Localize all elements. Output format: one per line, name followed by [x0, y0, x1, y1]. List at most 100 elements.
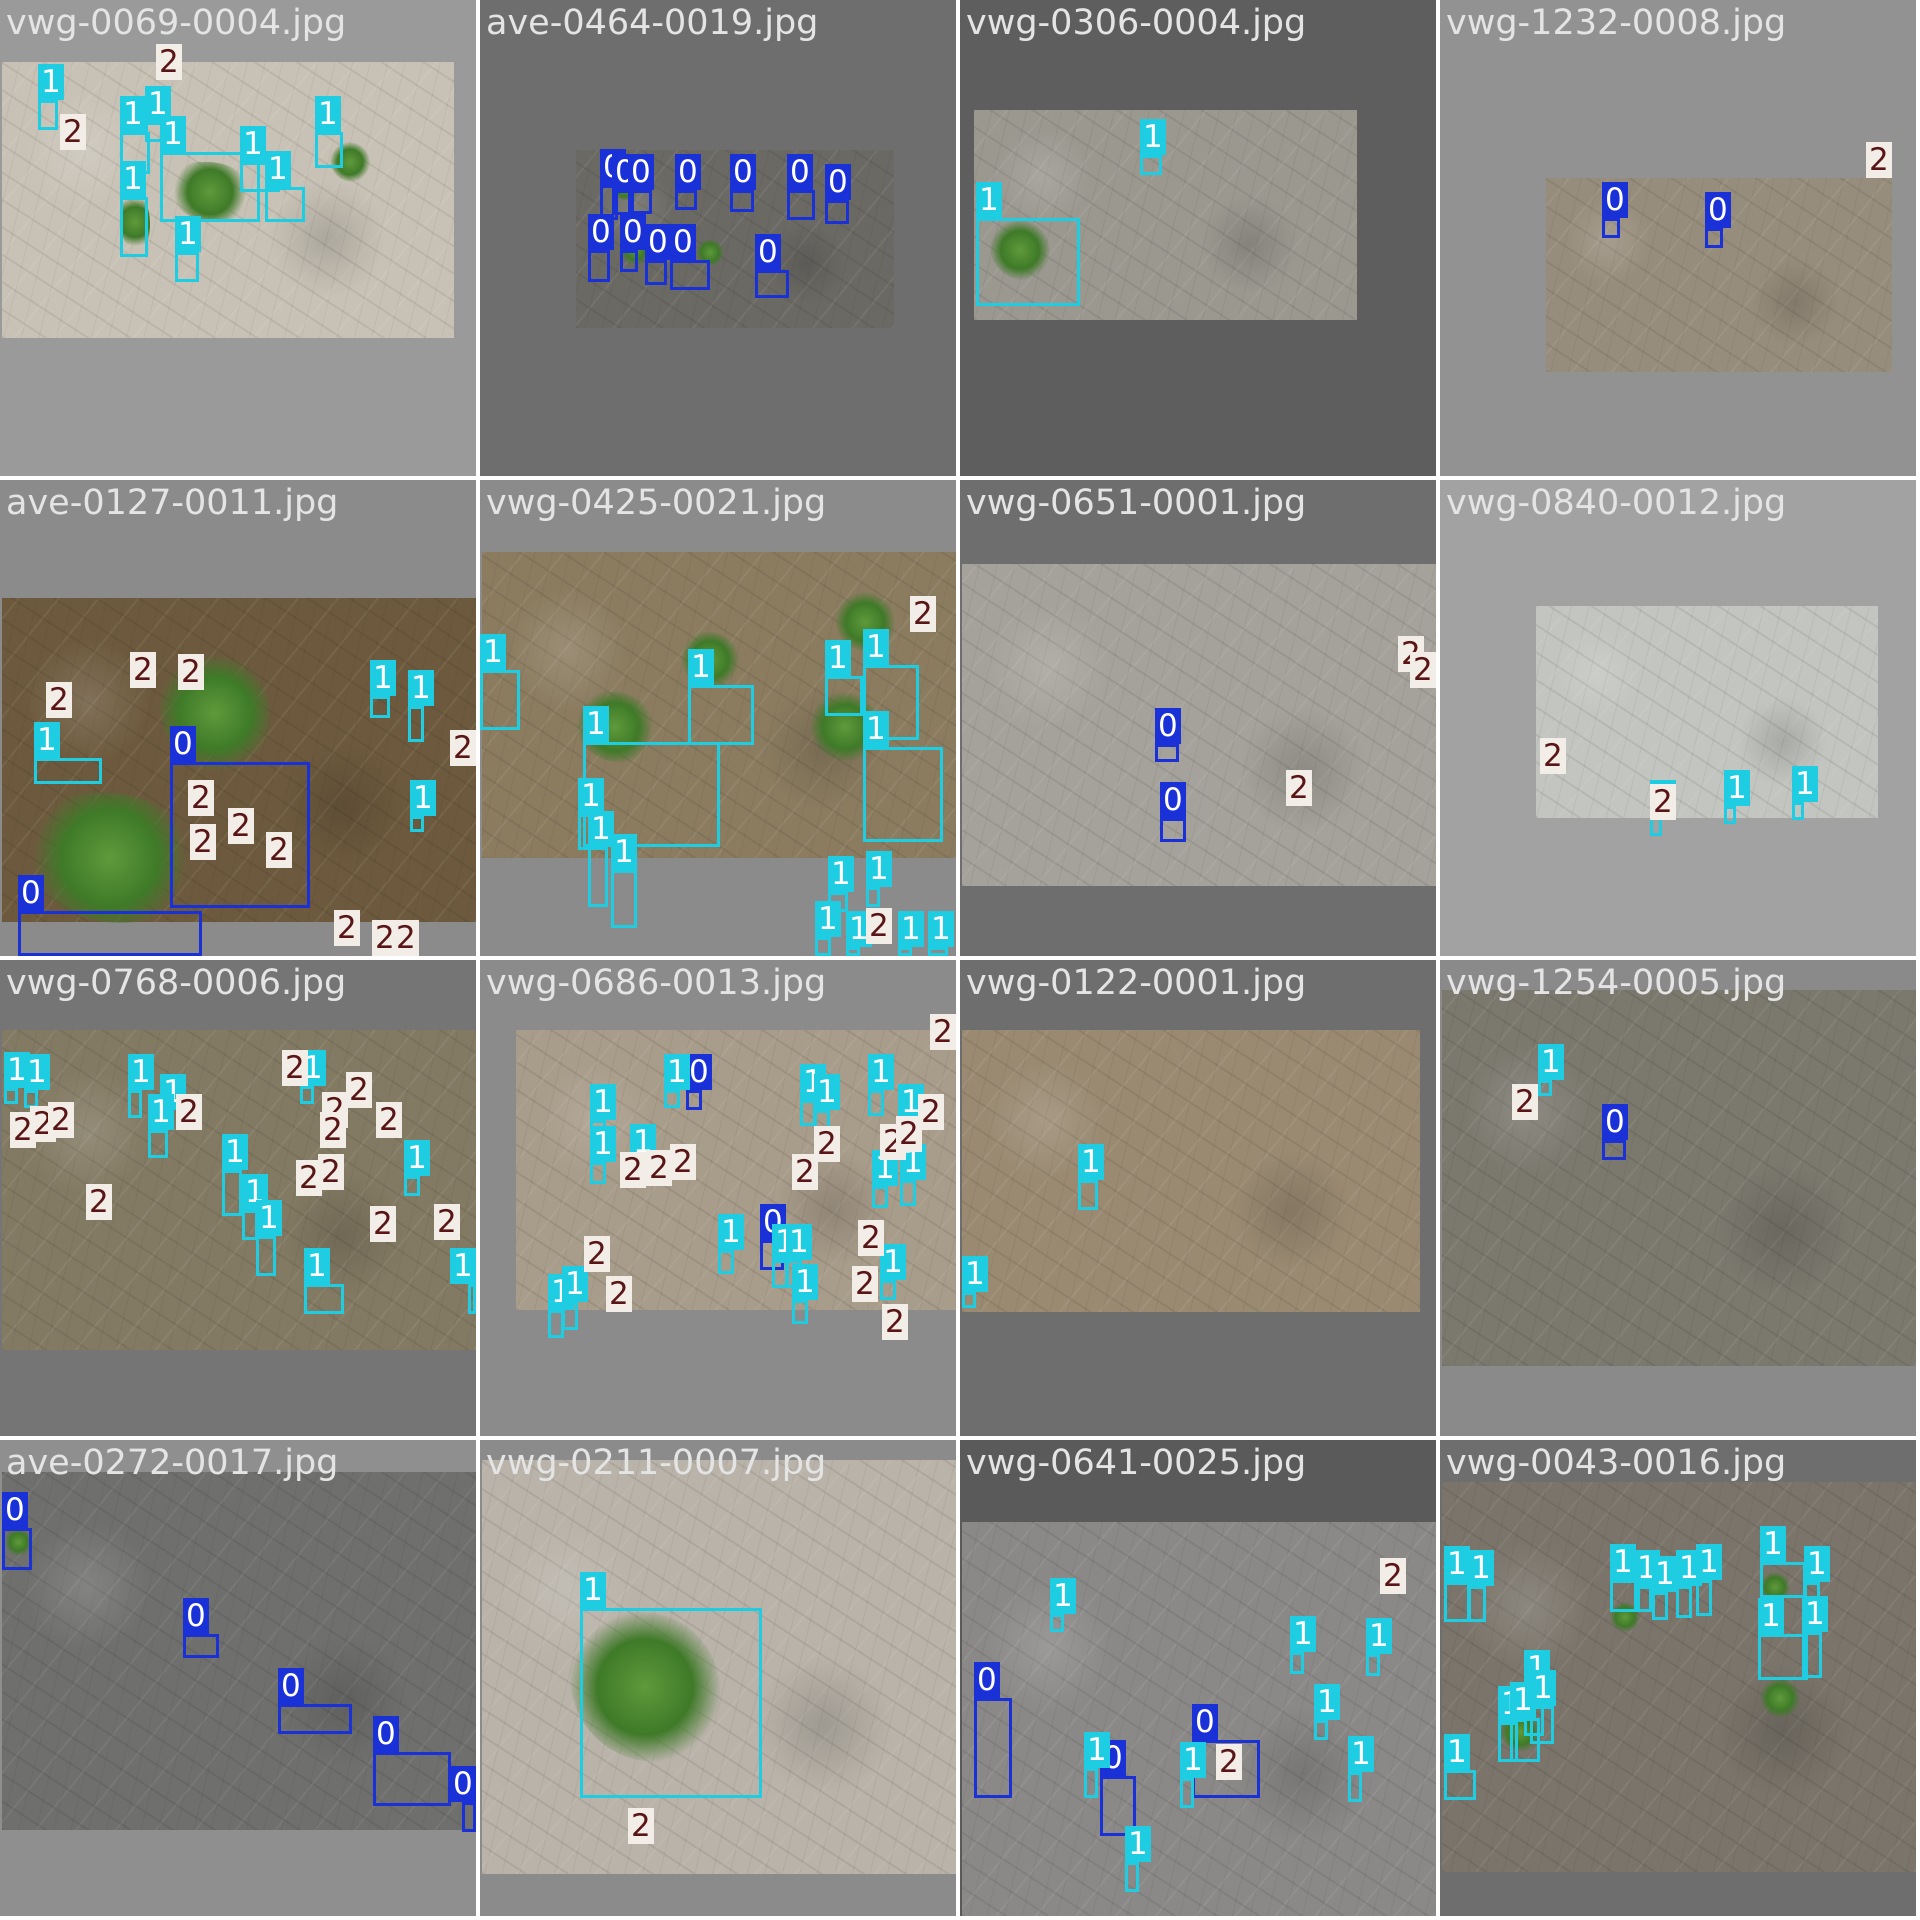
bbox-class-1: [1366, 1654, 1380, 1676]
class-label-2: 2: [320, 1112, 346, 1148]
class-label-2: 2: [156, 44, 182, 80]
class-label-0: 0: [620, 214, 646, 250]
plant-patch: [25, 793, 195, 923]
class-label-2: 2: [1286, 770, 1312, 806]
class-label-1: 1: [562, 1266, 588, 1302]
class-label-2: 2: [1380, 1558, 1406, 1594]
bbox-class-0: [825, 200, 849, 224]
bbox-class-0: [675, 190, 697, 210]
bbox-class-1: [815, 937, 831, 956]
image-tile[interactable]: vwg-0768-0006.jpg 1 1 1 1 1 1 1 1 1 1 1 1 2 2 2 2 2 2 2 2 2 2 2…: [0, 960, 476, 1436]
bbox-class-1: [1610, 1580, 1640, 1612]
image-tile[interactable]: ave-0272-0017.jpg 0 0 0 0 0: [0, 1440, 476, 1916]
bbox-class-0: [612, 190, 634, 215]
image-tile[interactable]: vwg-1254-0005.jpg 0 1 2: [1440, 960, 1916, 1436]
class-label-1: 1: [583, 706, 609, 742]
class-label-1: 1: [128, 1054, 154, 1090]
class-label-1: 1: [315, 96, 341, 132]
bbox-class-0: [645, 260, 667, 285]
bbox-class-1: [404, 1176, 420, 1196]
bbox-class-1: [1530, 1706, 1554, 1744]
class-label-2: 2: [1540, 738, 1566, 774]
bbox-class-0: [1155, 744, 1179, 762]
tile-filename: vwg-1232-0008.jpg: [1446, 3, 1787, 43]
bbox-class-1: [688, 685, 754, 745]
bbox-class-1: [4, 1088, 18, 1104]
image-tile[interactable]: vwg-0840-0012.jpg11122: [1440, 480, 1916, 956]
bbox-class-0: [730, 190, 754, 212]
bbox-class-1: [300, 1086, 314, 1104]
bbox-class-1: [222, 1170, 242, 1216]
class-label-2: 2: [792, 1154, 818, 1190]
class-label-2: 2: [930, 1014, 956, 1050]
bbox-class-1: [148, 1130, 168, 1158]
tile-filename: ave-0127-0011.jpg: [6, 483, 339, 523]
plant-patch: [6, 1527, 31, 1557]
class-label-1: 1: [590, 1126, 616, 1162]
bbox-class-1: [304, 1284, 344, 1314]
class-label-0: 0: [1602, 1104, 1628, 1140]
bbox-class-1: [1652, 1592, 1668, 1620]
bbox-class-1: [792, 1300, 808, 1324]
class-label-1: 1: [578, 778, 604, 814]
field-photo: [1442, 1482, 1916, 1872]
image-tile[interactable]: vwg-0686-0013.jpg 0 0 1 1 1 1 1 1 1 1 1 1 1 1 1 1 1 1 1 2 2 2 2…: [480, 960, 956, 1436]
class-label-2: 2: [1866, 142, 1892, 178]
image-tile[interactable]: vwg-0641-0025.jpg 0 0 0 1 1 1 1 1 1 1 1 2 2: [960, 1440, 1436, 1916]
image-tile[interactable]: vwg-0306-0004.jpg 1 1: [960, 0, 1436, 476]
image-tile[interactable]: vwg-0211-0007.jpg 1 2: [480, 1440, 956, 1916]
class-label-2: 2: [670, 1144, 696, 1180]
bbox-class-0: [1100, 1776, 1136, 1836]
class-label-2: 2: [814, 1126, 840, 1162]
class-label-2: 2: [178, 654, 204, 690]
image-tile[interactable]: vwg-1232-0008.jpg 0 0 2: [1440, 0, 1916, 476]
image-tile[interactable]: vwg-0651-0001.jpg00222: [960, 480, 1436, 956]
class-label-1: 1: [1084, 1732, 1110, 1768]
class-label-0: 0: [18, 875, 44, 911]
bbox-class-1: [1468, 1586, 1486, 1622]
image-tile[interactable]: ave-0127-0011.jpg 0 0 1 1 1 1 2 2 2 2 2 2 2 2 2 2 2: [0, 480, 476, 956]
image-tile[interactable]: ave-0464-0019.jpg000000000000: [480, 0, 956, 476]
class-label-1: 1: [1078, 1144, 1104, 1180]
bbox-class-0: [1705, 228, 1723, 248]
image-tile[interactable]: vwg-0043-0016.jpg1111111111111111: [1440, 1440, 1916, 1916]
bbox-class-1: [580, 1608, 762, 1798]
bbox-class-1: [590, 1162, 606, 1184]
bbox-class-1: [1538, 1080, 1552, 1096]
class-label-2: 2: [130, 652, 156, 688]
class-label-2: 2: [450, 730, 476, 766]
class-label-1: 1: [868, 1054, 894, 1090]
image-tile[interactable]: vwg-0425-0021.jpg 1 1 1 1 1 1 1 1 1 1 1 1 1 1 1 2 2: [480, 480, 956, 956]
class-label-1: 1: [24, 1054, 50, 1090]
class-label-2: 2: [628, 1808, 654, 1844]
class-label-1: 1: [120, 96, 146, 132]
class-label-1: 1: [1696, 1544, 1722, 1580]
class-label-0: 0: [755, 234, 781, 270]
bbox-class-1: [1125, 1862, 1139, 1892]
image-tile[interactable]: vwg-0069-0004.jpg 1 1 1 1 1 1 1 1 1 2 2: [0, 0, 476, 476]
class-label-1: 1: [880, 1244, 906, 1280]
class-label-1: 1: [898, 911, 924, 947]
class-label-1: 1: [1724, 770, 1750, 806]
image-tile[interactable]: vwg-0122-0001.jpg 1 1: [960, 960, 1436, 1436]
class-label-1: 1: [160, 116, 186, 152]
class-label-1: 1: [928, 911, 954, 947]
class-label-1: 1: [1050, 1578, 1076, 1614]
class-label-0: 0: [675, 154, 701, 190]
class-label-2: 2: [296, 1160, 322, 1196]
class-label-2: 2: [48, 1102, 74, 1138]
class-label-1: 1: [786, 1224, 812, 1260]
class-label-1: 1: [304, 1248, 330, 1284]
tile-filename: vwg-0641-0025.jpg: [966, 1443, 1307, 1483]
class-label-1: 1: [1348, 1736, 1374, 1772]
bbox-class-1: [1314, 1720, 1328, 1740]
class-label-0: 0: [730, 154, 756, 190]
bbox-class-0: [1602, 1140, 1626, 1160]
class-label-2: 2: [1512, 1084, 1538, 1120]
class-label-1: 1: [1366, 1618, 1392, 1654]
class-label-1: 1: [370, 660, 396, 696]
class-label-2: 2: [60, 114, 86, 150]
class-label-2: 2: [620, 1152, 646, 1188]
plant-patch: [1760, 1678, 1800, 1718]
bbox-class-1: [866, 887, 880, 907]
